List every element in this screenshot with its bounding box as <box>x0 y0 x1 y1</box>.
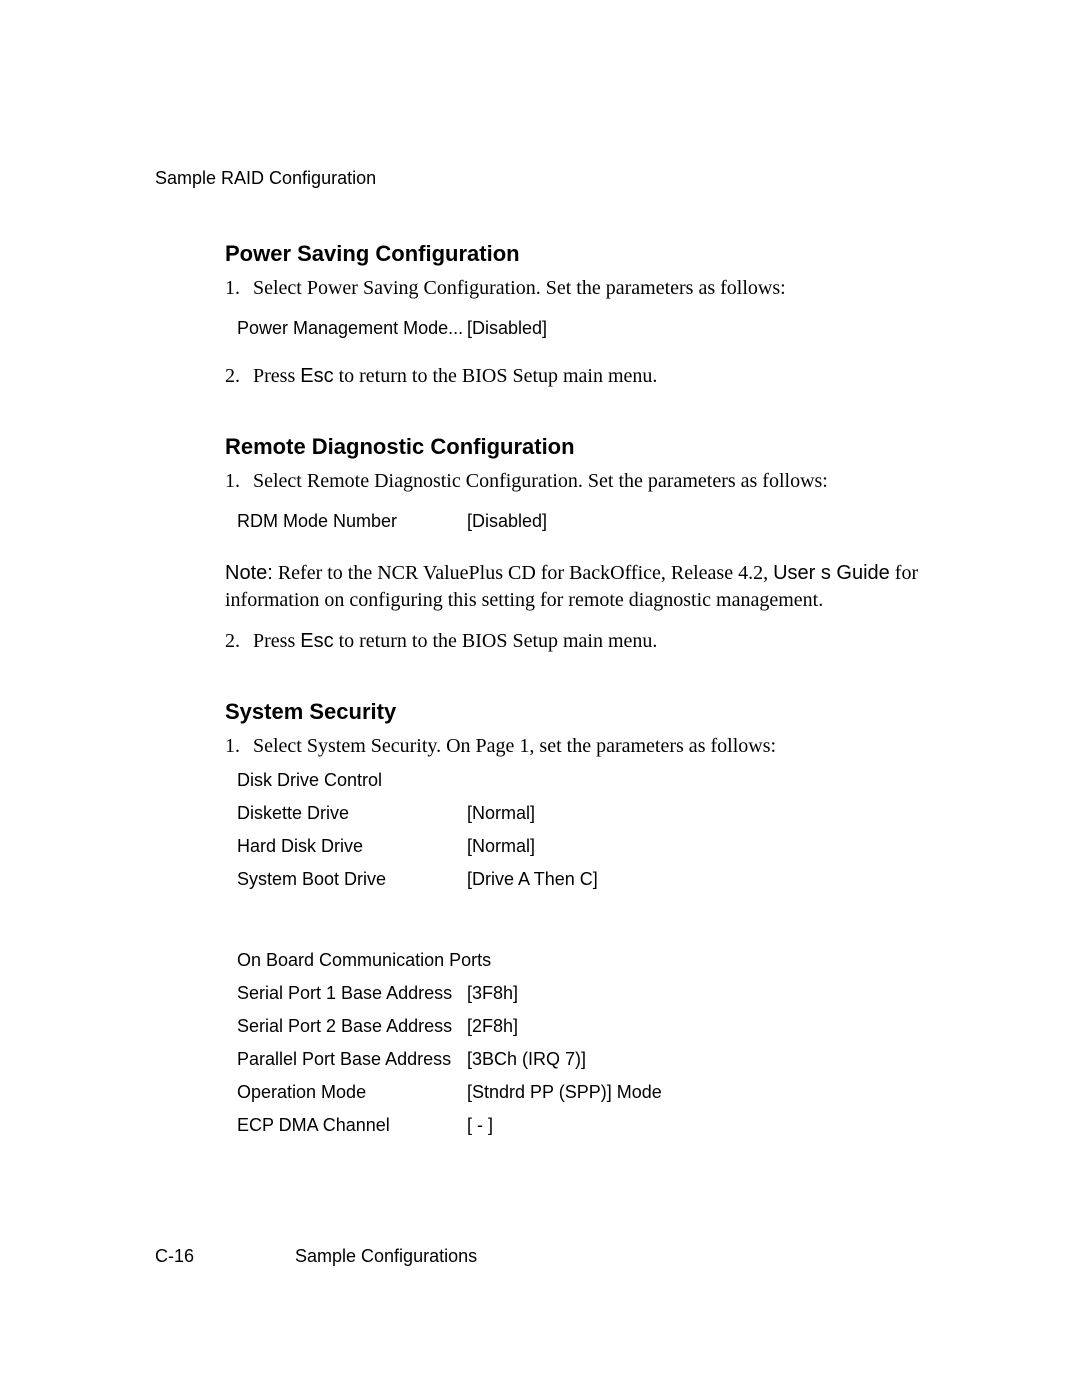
param-value: [Normal] <box>467 836 925 857</box>
param-label: Operation Mode <box>237 1082 467 1103</box>
param-table-power: Power Management Mode... [Disabled] <box>237 312 925 345</box>
text-fragment: to return to the BIOS Setup main menu. <box>334 365 658 387</box>
param-table-security-1: Diskette Drive [Normal] Hard Disk Drive … <box>237 797 925 896</box>
list-item: 2. Press Esc to return to the BIOS Setup… <box>225 628 925 655</box>
list-number: 2. <box>225 628 253 655</box>
param-group-head: Disk Drive Control <box>237 770 925 791</box>
footer-label: Sample Configurations <box>295 1246 477 1266</box>
param-label: Parallel Port Base Address <box>237 1049 467 1070</box>
param-table-security-2: Serial Port 1 Base Address [3F8h] Serial… <box>237 977 925 1142</box>
param-table-remote: RDM Mode Number [Disabled] <box>237 505 925 538</box>
key-esc: Esc <box>300 365 333 387</box>
param-row: System Boot Drive [Drive A Then C] <box>237 863 925 896</box>
param-value: [2F8h] <box>467 1016 925 1037</box>
param-row: Power Management Mode... [Disabled] <box>237 312 925 345</box>
param-value: [3BCh (IRQ 7)] <box>467 1049 925 1070</box>
param-label: System Boot Drive <box>237 869 467 890</box>
param-value: [3F8h] <box>467 983 925 1004</box>
section-title-security: System Security <box>225 699 925 725</box>
param-row: Serial Port 2 Base Address [2F8h] <box>237 1010 925 1043</box>
note-block: Note: Refer to the NCR ValuePlus CD for … <box>225 560 925 614</box>
section-title-remote: Remote Diagnostic Configuration <box>225 434 925 460</box>
list-item: 1. Select Power Saving Configuration. Se… <box>225 275 925 302</box>
param-group-head: On Board Communication Ports <box>237 950 925 971</box>
param-value: [Disabled] <box>467 318 925 339</box>
note-lead: Note: <box>225 562 273 584</box>
param-label: Diskette Drive <box>237 803 467 824</box>
param-label: Hard Disk Drive <box>237 836 467 857</box>
list-text: Press Esc to return to the BIOS Setup ma… <box>253 628 925 655</box>
list-number: 1. <box>225 733 253 760</box>
list-text: Select Remote Diagnostic Configuration. … <box>253 468 925 495</box>
list-item: 1. Select Remote Diagnostic Configuratio… <box>225 468 925 495</box>
param-value: [Normal] <box>467 803 925 824</box>
param-row: ECP DMA Channel [ - ] <box>237 1109 925 1142</box>
param-row: Serial Port 1 Base Address [3F8h] <box>237 977 925 1010</box>
page-number: C-16 <box>155 1246 295 1267</box>
note-users-guide: User s Guide <box>773 562 890 584</box>
list-text: Select Power Saving Configuration. Set t… <box>253 275 925 302</box>
param-label: RDM Mode Number <box>237 511 467 532</box>
page: Sample RAID Configuration Power Saving C… <box>0 0 1080 1397</box>
running-head: Sample RAID Configuration <box>155 168 925 189</box>
param-row: RDM Mode Number [Disabled] <box>237 505 925 538</box>
list-number: 1. <box>225 468 253 495</box>
note-text-a: Refer to the NCR ValuePlus CD for BackOf… <box>273 562 773 584</box>
param-value: [Disabled] <box>467 511 925 532</box>
content-area: Power Saving Configuration 1. Select Pow… <box>225 241 925 1142</box>
param-row: Hard Disk Drive [Normal] <box>237 830 925 863</box>
param-value: [ - ] <box>467 1115 925 1136</box>
param-row: Operation Mode [Stndrd PP (SPP)] Mode <box>237 1076 925 1109</box>
list-number: 2. <box>225 363 253 390</box>
list-item: 2. Press Esc to return to the BIOS Setup… <box>225 363 925 390</box>
param-row: Parallel Port Base Address [3BCh (IRQ 7)… <box>237 1043 925 1076</box>
text-fragment: to return to the BIOS Setup main menu. <box>334 630 658 652</box>
page-footer: C-16Sample Configurations <box>155 1246 477 1267</box>
param-label: Power Management Mode... <box>237 318 467 339</box>
list-item: 1. Select System Security. On Page 1, se… <box>225 733 925 760</box>
param-row: Diskette Drive [Normal] <box>237 797 925 830</box>
list-text: Select System Security. On Page 1, set t… <box>253 733 925 760</box>
list-number: 1. <box>225 275 253 302</box>
param-label: Serial Port 1 Base Address <box>237 983 467 1004</box>
param-label: Serial Port 2 Base Address <box>237 1016 467 1037</box>
key-esc: Esc <box>300 630 333 652</box>
text-fragment: Press <box>253 365 300 387</box>
section-title-power: Power Saving Configuration <box>225 241 925 267</box>
param-label: ECP DMA Channel <box>237 1115 467 1136</box>
param-value: [Stndrd PP (SPP)] Mode <box>467 1082 925 1103</box>
list-text: Press Esc to return to the BIOS Setup ma… <box>253 363 925 390</box>
text-fragment: Press <box>253 630 300 652</box>
param-value: [Drive A Then C] <box>467 869 925 890</box>
